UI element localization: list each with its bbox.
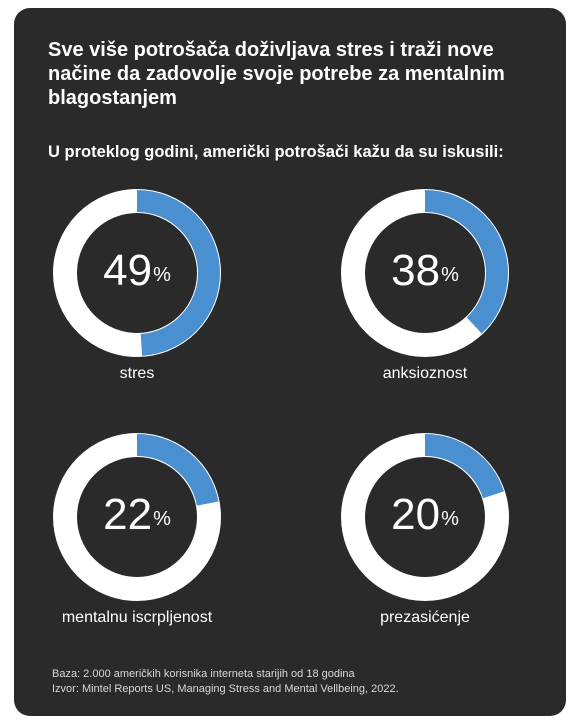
- footnote-source: Izvor: Mintel Reports US, Managing Stres…: [52, 683, 399, 695]
- footnote: Baza: 2.000 američkih korisnika internet…: [52, 667, 552, 697]
- percentage-label: 22%: [52, 490, 222, 540]
- donut-prezasicenje: 20% prezasićenje: [340, 432, 510, 632]
- percentage-value: 38: [391, 246, 441, 295]
- category-label: prezasićenje: [380, 609, 470, 626]
- donut-value-arc: [54, 190, 220, 356]
- percentage-label: 38%: [340, 246, 510, 296]
- percentage-value: 22: [103, 490, 153, 539]
- donut-value-arc: [342, 190, 508, 356]
- category-label: stres: [119, 365, 155, 382]
- percentage-label: 49%: [52, 246, 222, 296]
- percentage-label: 20%: [340, 490, 510, 540]
- donut-ring-anksioznost: [341, 189, 509, 357]
- percent-sign: %: [153, 508, 171, 530]
- infographic-subtitle: U proteklog godini, američki potrošači k…: [48, 143, 504, 161]
- infographic-card: Sve više potrošača doživljava stres i tr…: [14, 8, 566, 716]
- category-label: anksioznost: [382, 365, 468, 382]
- category-label: mentalnu iscrpljenost: [61, 609, 213, 626]
- donut-ring-prezasicenje: [341, 433, 509, 601]
- donut-value-arc: [342, 434, 508, 600]
- infographic-title: Sve više potrošača doživljava stres i tr…: [48, 39, 505, 109]
- donut-value-arc: [54, 434, 220, 600]
- donut-stres: 49% stres: [52, 188, 222, 388]
- percent-sign: %: [153, 264, 171, 286]
- percentage-value: 49: [103, 246, 153, 295]
- percent-sign: %: [441, 508, 459, 530]
- percent-sign: %: [441, 264, 459, 286]
- donut-ring-stres: [53, 189, 221, 357]
- donut-ring-mentalnu-iscrpljenost: [53, 433, 221, 601]
- footnote-base: Baza: 2.000 američkih korisnika internet…: [52, 668, 355, 680]
- percentage-value: 20: [391, 490, 441, 539]
- donut-mentalnu-iscrpljenost: 22% mentalnu iscrpljenost: [52, 432, 222, 632]
- donut-anksioznost: 38% anksioznost: [340, 188, 510, 388]
